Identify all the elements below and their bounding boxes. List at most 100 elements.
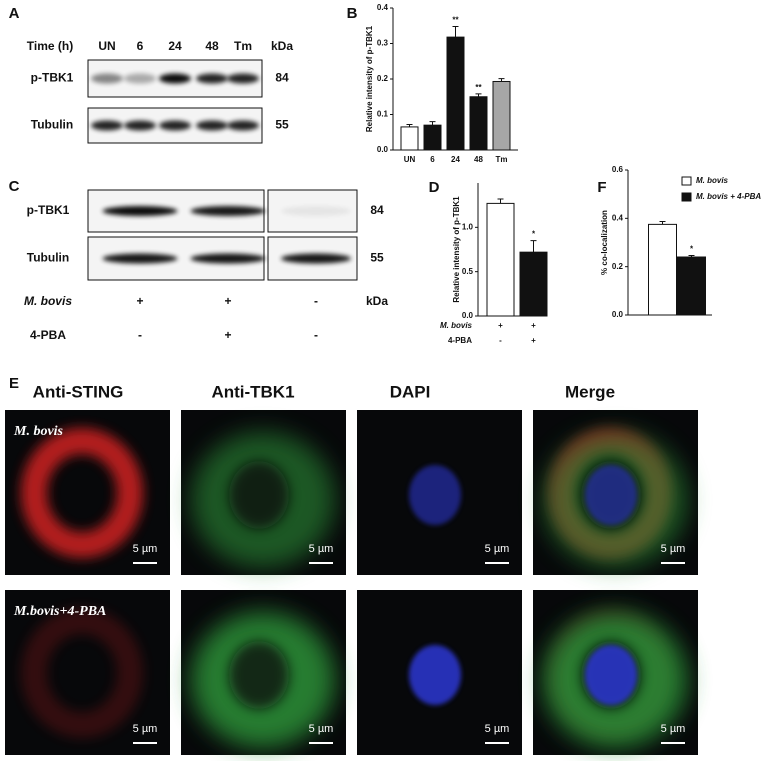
- scale-label: 5 µm: [309, 543, 334, 555]
- bar: [486, 202, 515, 317]
- blot-label: Time (h): [27, 39, 73, 53]
- blot-band: [124, 73, 156, 84]
- row-label: Tubulin: [27, 251, 69, 265]
- micrograph: 5 µm: [533, 590, 698, 755]
- condition-mark: +: [531, 321, 536, 330]
- column-header: Anti-TBK1: [211, 382, 294, 401]
- kda-label: kDa: [271, 39, 293, 53]
- y-tick-label: 0.4: [612, 213, 624, 222]
- y-tick-label: 0.0: [377, 145, 389, 154]
- condition-mark: +: [224, 294, 231, 308]
- error-bar: [498, 78, 505, 82]
- scale-label: 5 µm: [485, 543, 510, 555]
- bar: [446, 36, 465, 151]
- condition-label: M. bovis: [24, 294, 72, 308]
- panel-letter: D: [429, 179, 440, 196]
- error-bar: [406, 123, 413, 127]
- y-tick-label: 1.0: [462, 222, 474, 231]
- panel-letter: A: [9, 5, 20, 22]
- lane-label: Tm: [234, 39, 252, 53]
- error-bar: [688, 255, 695, 257]
- row-label: p-TBK1: [27, 203, 70, 217]
- blot-band: [196, 73, 228, 84]
- scale-label: 5 µm: [661, 543, 686, 555]
- blot-band: [159, 73, 191, 84]
- lane-label: UN: [98, 39, 115, 53]
- lane-label: 6: [137, 39, 144, 53]
- column-header: DAPI: [390, 382, 431, 401]
- micrograph: 5 µm: [5, 410, 170, 575]
- column-header: Merge: [565, 382, 615, 401]
- bar: [492, 80, 511, 151]
- micrograph: 5 µm: [533, 410, 698, 575]
- error-bar: [497, 198, 504, 204]
- panel-letter: C: [9, 178, 20, 195]
- y-axis-label: Relative intensity of p-TBK1: [452, 196, 461, 303]
- condition-mark: -: [499, 336, 502, 345]
- condition-mark: -: [138, 328, 142, 342]
- condition-mark: +: [531, 336, 536, 345]
- blot-band: [190, 253, 266, 264]
- panel-letter: F: [597, 179, 606, 196]
- x-tick-label: 48: [474, 155, 483, 164]
- y-tick-label: 0.6: [612, 165, 624, 174]
- y-tick-label: 0.2: [612, 262, 624, 271]
- bar: [519, 251, 548, 317]
- bar: [648, 223, 677, 316]
- x-tick-label: 6: [430, 155, 435, 164]
- blue-signal: [409, 645, 461, 705]
- condition-mark: +: [224, 328, 231, 342]
- kda-value: 84: [275, 71, 289, 85]
- blue-signal: [409, 465, 461, 525]
- y-tick-label: 0.5: [462, 267, 474, 276]
- blot-band: [281, 253, 351, 264]
- bar: [423, 124, 442, 151]
- condition-mark: -: [314, 328, 318, 342]
- condition-label: 4-PBA: [448, 336, 472, 345]
- column-header: Anti-STING: [33, 382, 124, 401]
- error-bar: [452, 25, 459, 38]
- y-tick-label: 0.4: [377, 3, 389, 12]
- row-label: M.bovis+4-PBA: [13, 604, 106, 619]
- row-label: Tubulin: [31, 118, 73, 132]
- legend-swatch: [681, 192, 692, 202]
- kda-value: 84: [370, 203, 384, 217]
- blot-band: [102, 206, 178, 216]
- significance: **: [452, 16, 459, 25]
- significance: *: [532, 230, 536, 239]
- panel-letter: E: [9, 375, 19, 392]
- significance: **: [475, 83, 482, 92]
- micrograph: 5 µm: [181, 590, 346, 755]
- nucleus-shadow: [229, 641, 289, 709]
- bar: [469, 96, 488, 151]
- kda-value: 55: [370, 251, 384, 265]
- panel-letter: B: [347, 5, 358, 22]
- lane-label: 24: [168, 39, 182, 53]
- y-tick-label: 0.2: [377, 74, 389, 83]
- blot-band: [190, 206, 266, 216]
- condition-label: M. bovis: [440, 321, 473, 330]
- scale-label: 5 µm: [309, 723, 334, 735]
- bar: [400, 126, 419, 151]
- blue-signal: [585, 465, 637, 525]
- red-signal: [21, 428, 143, 558]
- legend-label: M. bovis + 4-PBA: [696, 192, 761, 201]
- bar: [677, 256, 706, 316]
- blot-band: [196, 120, 228, 131]
- row-label: p-TBK1: [31, 71, 74, 85]
- lane-label: 48: [205, 39, 219, 53]
- legend-label: M. bovis: [696, 176, 729, 185]
- y-tick-label: 0.0: [462, 311, 474, 320]
- y-tick-label: 0.3: [377, 39, 389, 48]
- condition-label: 4-PBA: [30, 328, 66, 342]
- y-axis-label: % co-localization: [600, 210, 609, 275]
- error-bar: [475, 93, 482, 97]
- blot-band: [124, 120, 156, 131]
- y-tick-label: 0.0: [612, 310, 624, 319]
- error-bar: [530, 240, 537, 253]
- micrograph: 5 µm: [357, 410, 522, 575]
- legend-swatch: [681, 176, 692, 186]
- micrograph: 5 µm: [181, 410, 346, 575]
- red-signal: [21, 608, 143, 738]
- scale-label: 5 µm: [133, 723, 158, 735]
